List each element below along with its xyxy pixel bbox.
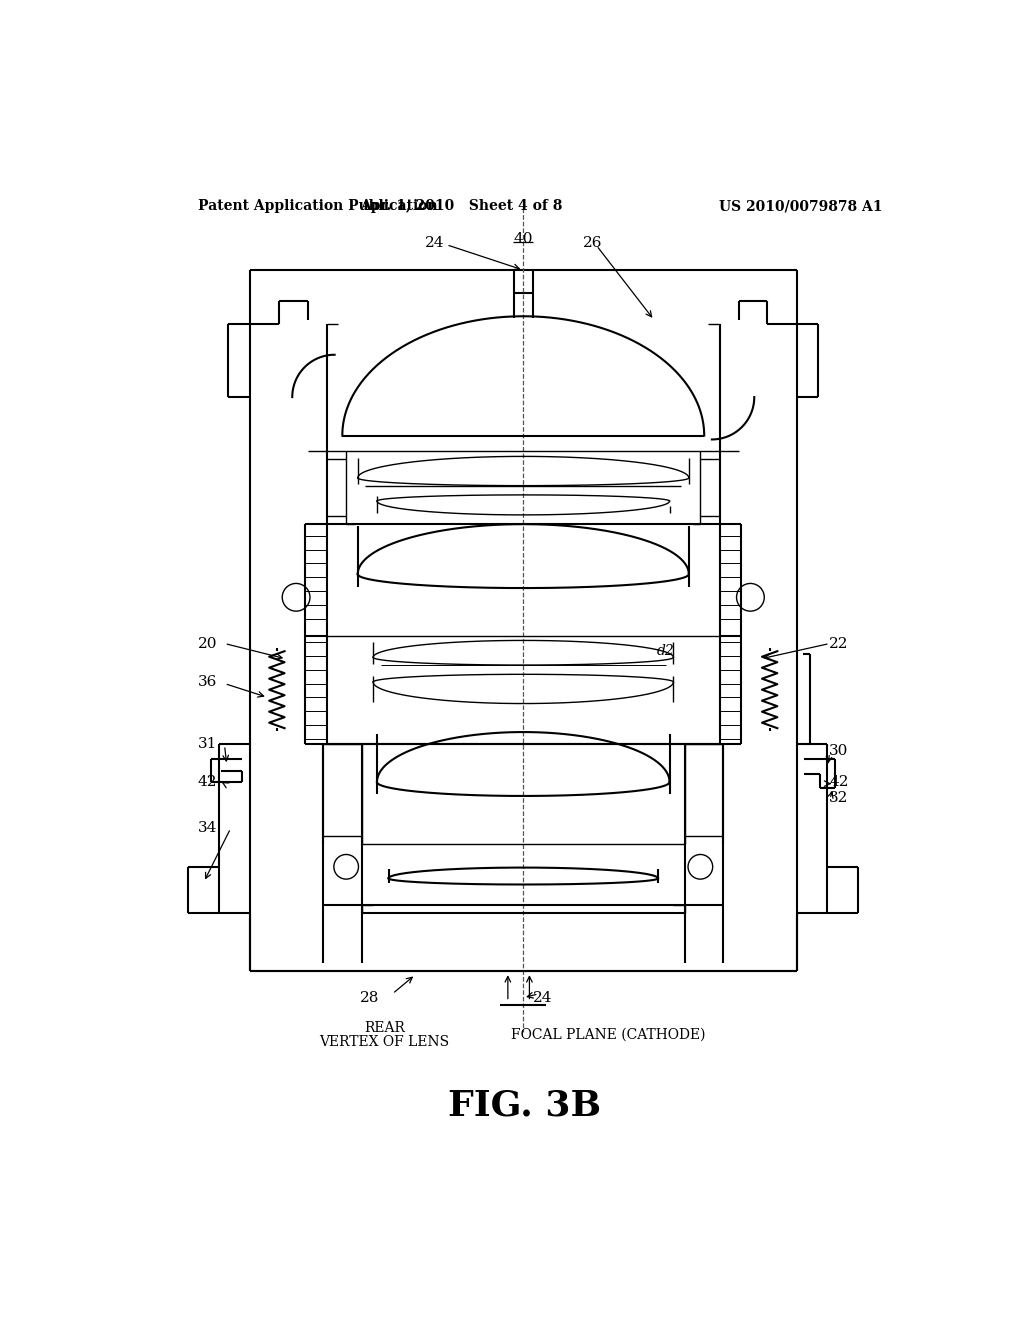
Text: 22: 22	[829, 636, 849, 651]
Text: VERTEX OF LENS: VERTEX OF LENS	[319, 1035, 450, 1049]
Text: 28: 28	[359, 991, 379, 1005]
Text: 34: 34	[198, 821, 217, 836]
Text: FIG. 3B: FIG. 3B	[449, 1089, 601, 1122]
Text: 30: 30	[829, 744, 849, 758]
Text: Apr. 1, 2010   Sheet 4 of 8: Apr. 1, 2010 Sheet 4 of 8	[360, 199, 563, 213]
Text: Patent Application Publication: Patent Application Publication	[199, 199, 438, 213]
Text: 42: 42	[829, 775, 849, 789]
Text: REAR: REAR	[365, 1022, 406, 1035]
Text: 24: 24	[425, 236, 444, 249]
Text: 40: 40	[513, 232, 534, 247]
Text: 26: 26	[583, 236, 602, 249]
Text: 32: 32	[829, 791, 849, 804]
Text: 31: 31	[198, 737, 217, 751]
Text: FOCAL PLANE (CATHODE): FOCAL PLANE (CATHODE)	[511, 1028, 706, 1041]
Text: US 2010/0079878 A1: US 2010/0079878 A1	[719, 199, 883, 213]
Text: 42: 42	[198, 775, 217, 789]
Text: 36: 36	[198, 675, 217, 689]
Text: 24: 24	[532, 991, 552, 1005]
Text: d2: d2	[656, 644, 675, 659]
Text: 20: 20	[198, 636, 217, 651]
